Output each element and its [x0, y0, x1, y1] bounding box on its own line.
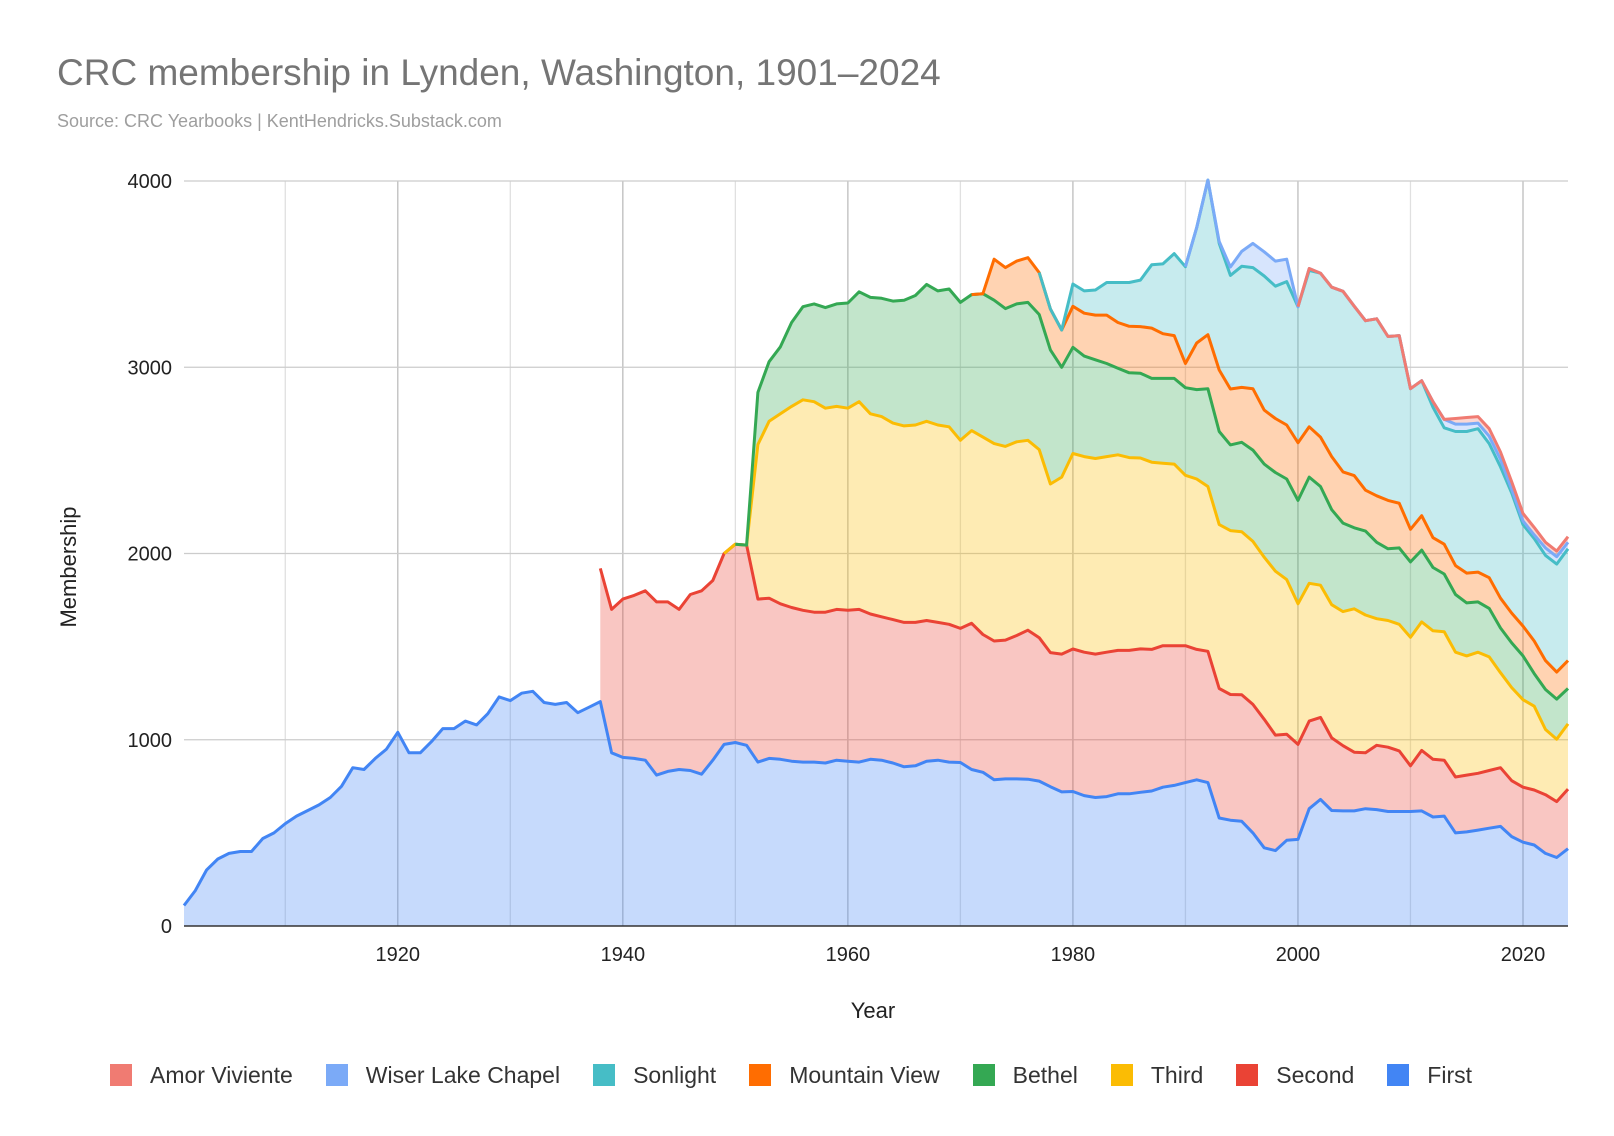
y-tick-label: 3000	[128, 357, 173, 379]
chart-title: CRC membership in Lynden, Washington, 19…	[57, 52, 941, 93]
legend-item: Mountain View	[749, 1061, 940, 1089]
series-lines	[182, 178, 1570, 907]
legend-item: Bethel	[972, 1061, 1078, 1089]
x-tick-label: 1940	[601, 944, 646, 966]
legend-swatch	[1236, 1064, 1259, 1086]
x-tick-label: 1920	[376, 944, 421, 966]
membership-area-chart: 0 1000 2000 3000 4000 1920 1940 1960 1980 2000 202…	[56, 171, 1570, 1023]
area-wiser-lake-chapel	[1185, 180, 1568, 565]
area-third	[724, 399, 1568, 802]
area-first	[184, 691, 1568, 926]
legend-label: First	[1427, 1061, 1473, 1088]
axes: 0 1000 2000 3000 4000 1920 1940 1960 1980 2000 202…	[128, 171, 1568, 966]
legend-swatch	[972, 1064, 995, 1086]
legend-item: Sonlight	[593, 1062, 716, 1089]
line-third	[723, 398, 1570, 741]
line-bethel	[735, 282, 1570, 701]
line-second	[598, 542, 1570, 804]
legend-label: Bethel	[1012, 1061, 1078, 1088]
legend-label: Sonlight	[633, 1061, 717, 1088]
x-tick-label: 2000	[1276, 944, 1321, 966]
x-axis-label: Year	[851, 998, 895, 1023]
legend-swatch	[110, 1064, 132, 1086]
legend-label: Mountain View	[789, 1061, 940, 1088]
x-tick-label: 1980	[1051, 944, 1096, 966]
legend-swatch	[749, 1064, 772, 1086]
legend-item: Wiser Lake Chapel	[325, 1061, 561, 1089]
y-tick-label: 0	[161, 916, 172, 938]
legend-item: First	[1387, 1062, 1472, 1089]
y-tick-label: 2000	[128, 544, 173, 566]
legend-item: Second	[1236, 1062, 1354, 1089]
legend-swatch	[1110, 1064, 1133, 1086]
line-mountain-view	[971, 256, 1570, 674]
y-tick-label: 1000	[128, 730, 173, 752]
area-second	[600, 544, 1568, 858]
legend-item: Third	[1110, 1061, 1204, 1089]
chart-subtitle: Source: CRC Yearbooks | KentHendricks.Su…	[57, 111, 502, 131]
area-sonlight	[1039, 180, 1568, 673]
y-axis-label: Membership	[56, 506, 81, 627]
legend-label: Amor Viviente	[150, 1061, 293, 1088]
line-amor-viviente	[1296, 267, 1570, 553]
x-tick-label: 1960	[826, 944, 871, 966]
legend-swatch	[593, 1064, 616, 1086]
line-first	[182, 689, 1569, 907]
legend-label: Second	[1276, 1061, 1355, 1088]
legend-label: Third	[1150, 1061, 1204, 1088]
y-tick-label: 4000	[128, 171, 173, 193]
legend-item: Amor Viviente	[110, 1062, 293, 1089]
chart-legend: Amor Viviente Wiser Lake Chapel Sonlight Mo…	[110, 1057, 1570, 1093]
legend-swatch	[325, 1064, 348, 1086]
area-bethel	[735, 284, 1568, 740]
legend-label: Wiser Lake Chapel	[365, 1061, 561, 1088]
legend-swatch	[1387, 1064, 1410, 1086]
x-tick-label: 2020	[1501, 944, 1546, 966]
